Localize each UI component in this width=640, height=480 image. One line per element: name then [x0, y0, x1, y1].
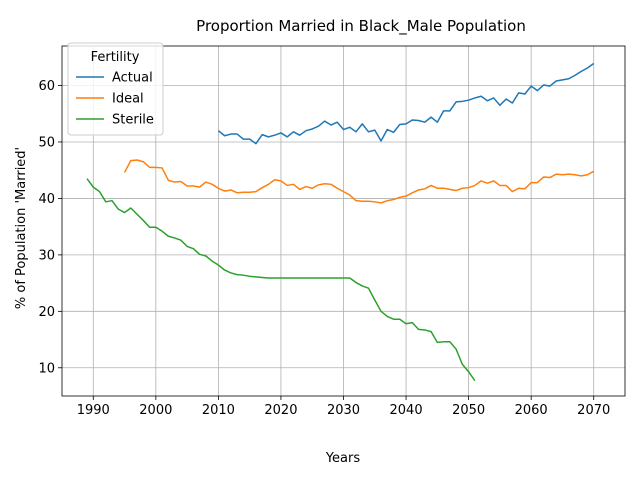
y-tick-label: 10 — [38, 361, 55, 376]
x-tick-label: 2030 — [327, 403, 360, 418]
legend-title: Fertility — [91, 50, 140, 65]
x-tick-label: 2020 — [264, 403, 297, 418]
chart-title: Proportion Married in Black_Male Populat… — [196, 17, 526, 36]
x-axis-label: Years — [325, 451, 361, 466]
legend-label-ideal: Ideal — [112, 92, 144, 107]
x-tick-label: 2000 — [139, 403, 172, 418]
y-tick-label: 20 — [38, 305, 55, 320]
grid-lines — [62, 46, 625, 396]
x-tick-label: 2060 — [515, 403, 548, 418]
series-line-sterile — [86, 178, 476, 382]
y-tick-label: 60 — [38, 79, 55, 94]
x-tick-label: 2050 — [452, 403, 485, 418]
x-tick-label: 2040 — [390, 403, 423, 418]
legend-box — [67, 42, 164, 136]
legend: Fertility Actual Ideal Sterile — [67, 42, 164, 136]
x-tick-label: 2070 — [577, 403, 610, 418]
y-tick-label: 50 — [38, 135, 55, 150]
series-line-actual — [217, 62, 595, 145]
series-layer — [86, 62, 595, 382]
y-tick-label: 40 — [38, 192, 55, 207]
x-tick-label: 1990 — [77, 403, 110, 418]
y-axis: 10 20 30 40 50 60 — [38, 79, 62, 376]
y-tick-label: 30 — [38, 248, 55, 263]
x-axis: 1990 2000 2010 2020 2030 2040 2050 2060 2070 — [77, 396, 610, 418]
x-tick-label: 2010 — [202, 403, 235, 418]
series-line-ideal — [123, 159, 595, 204]
legend-label-actual: Actual — [112, 71, 153, 86]
legend-label-sterile: Sterile — [112, 113, 154, 128]
y-axis-label: % of Population 'Married' — [14, 147, 29, 309]
